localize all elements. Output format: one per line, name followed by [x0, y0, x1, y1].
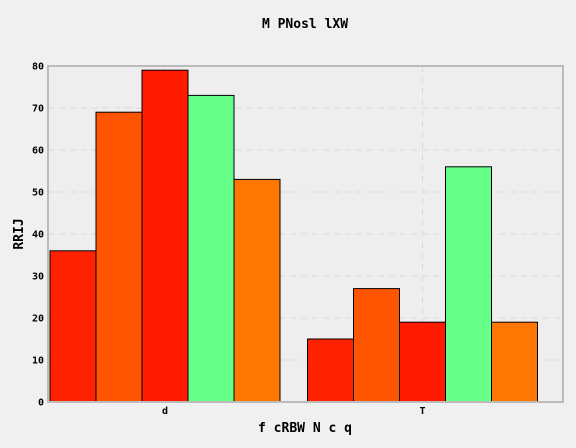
- bar: [353, 288, 400, 403]
- bar: [491, 321, 538, 403]
- y-tick-label: 30: [32, 272, 44, 283]
- y-tick-label: 10: [32, 356, 44, 367]
- bar: [187, 94, 235, 403]
- bar: [49, 250, 97, 403]
- y-axis-ticks: 0 10 20 30 40 50 60 70 80: [32, 62, 44, 409]
- plot-frame: [47, 65, 564, 403]
- bar: [445, 166, 492, 403]
- y-tick-label: 0: [38, 398, 44, 409]
- y-tick-label: 50: [32, 188, 44, 199]
- y-tick-label: 20: [32, 314, 44, 325]
- chart-title: M PNosl lXW: [262, 17, 348, 32]
- bar: [307, 338, 354, 403]
- y-axis-label: RRIJ: [12, 218, 27, 249]
- y-tick-label: 80: [32, 62, 44, 73]
- bars: [49, 69, 538, 403]
- x-tick-label: d: [162, 406, 168, 417]
- y-tick-label: 40: [32, 230, 44, 241]
- x-axis-label: f cRBW N c q: [258, 421, 352, 436]
- bar: [141, 69, 189, 403]
- bar: [233, 178, 281, 403]
- bar: [95, 111, 143, 403]
- x-tick-label: T: [419, 406, 425, 417]
- bar: [399, 321, 446, 403]
- y-tick-label: 70: [32, 104, 44, 115]
- y-tick-label: 60: [32, 146, 44, 157]
